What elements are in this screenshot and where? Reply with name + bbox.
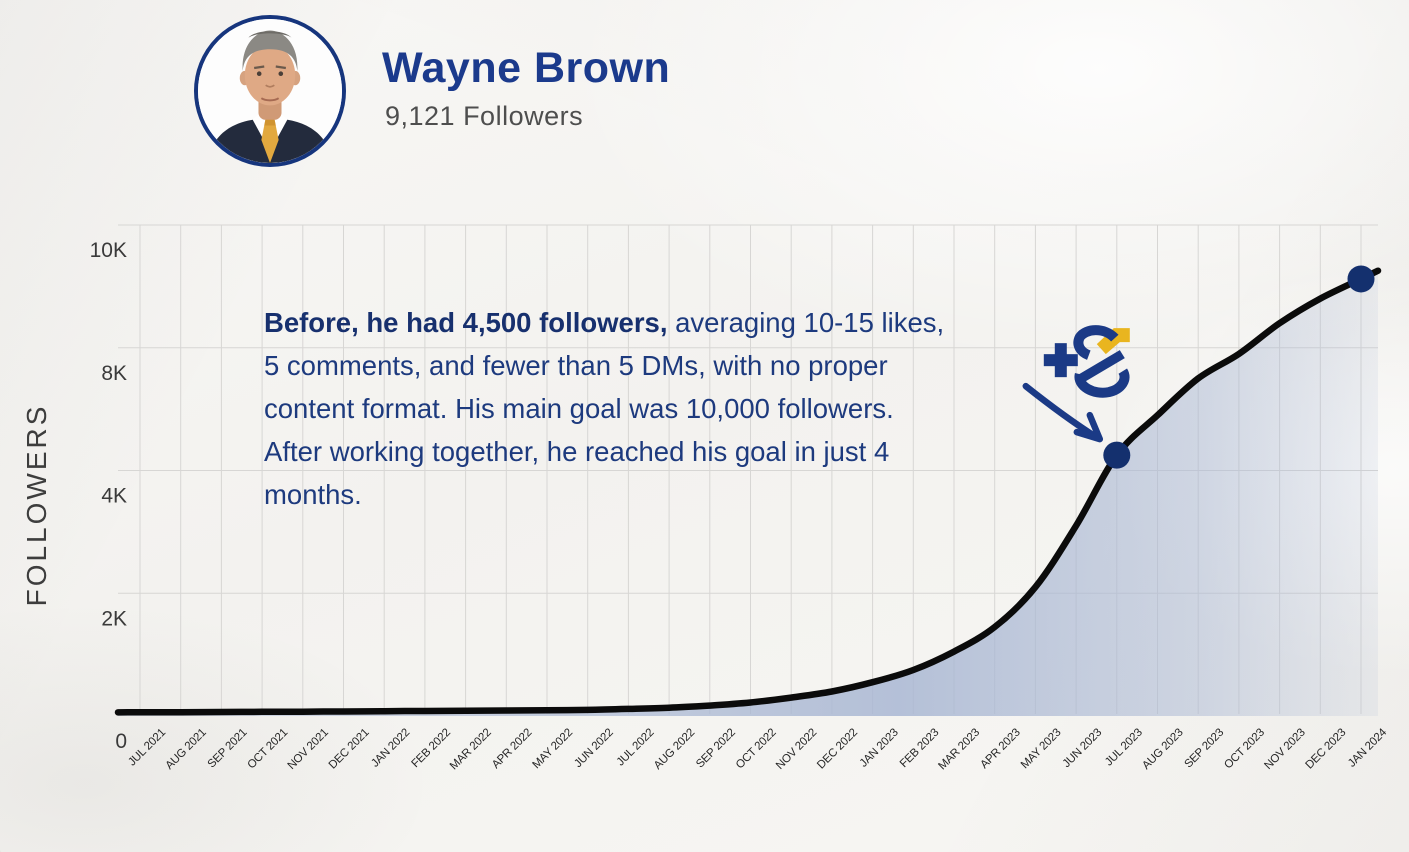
x-tick-label: OCT 2022 (734, 727, 779, 772)
x-tick-label: JUL 2023 (1103, 727, 1145, 769)
x-tick-label: DEC 2023 (1304, 727, 1349, 772)
x-tick-label: SEP 2023 (1182, 727, 1226, 771)
x-tick-label: MAY 2022 (531, 727, 576, 772)
annotation-arrow-icon (1022, 382, 1104, 443)
followers-growth-line (114, 267, 1382, 716)
x-tick-label: AUG 2021 (163, 727, 208, 772)
y-tick-label: 8K (101, 362, 127, 385)
x-tick-label: JAN 2023 (858, 727, 901, 770)
x-tick-label: AUG 2023 (1140, 727, 1185, 772)
y-tick-label: 0 (115, 730, 127, 753)
annotation-line: After working together, he reached his g… (264, 436, 890, 467)
profile-name: Wayne Brown (382, 44, 671, 92)
x-tick-label: NOV 2021 (286, 727, 331, 772)
annotation-text: Before, he had 4,500 followers, averagin… (264, 301, 1064, 516)
goal-reached-dot (1347, 265, 1375, 293)
plus-s-brand-logo-icon (1043, 325, 1130, 398)
x-tick-label: JUN 2023 (1061, 727, 1105, 771)
x-tick-label: JAN 2024 (1346, 726, 1390, 770)
annotation-line: Before, he had 4,500 followers, averagin… (264, 307, 945, 338)
x-tick-label: JUN 2022 (572, 727, 616, 771)
x-tick-label: FEB 2022 (410, 727, 454, 771)
x-tick-label: JAN 2022 (369, 727, 412, 770)
x-tick-label: FEB 2023 (898, 727, 942, 771)
y-axis-tick-labels: 0 2K 4K 8K 10K (90, 239, 127, 753)
x-tick-label: OCT 2021 (245, 727, 290, 772)
x-tick-label: DEC 2022 (815, 727, 860, 772)
x-tick-label: MAR 2022 (448, 727, 494, 773)
avatar-portrait-illustration (198, 19, 342, 163)
annotation-line: months. (264, 479, 362, 510)
grid-lines (118, 224, 1378, 714)
x-tick-label: DEC 2021 (327, 727, 372, 772)
y-tick-label: 4K (101, 485, 127, 508)
profile-followers-count: 9,121 Followers (385, 101, 584, 131)
x-tick-label: APR 2023 (978, 727, 1022, 771)
milestone-dot (1103, 441, 1131, 469)
x-tick-label: JUL 2022 (615, 727, 657, 769)
x-tick-label: MAY 2023 (1019, 727, 1064, 772)
x-tick-label: SEP 2022 (694, 727, 738, 771)
x-tick-label: NOV 2022 (774, 727, 819, 772)
x-tick-label: NOV 2023 (1262, 727, 1307, 772)
x-tick-label: AUG 2022 (652, 727, 697, 772)
annotation-line: 5 comments, and fewer than 5 DMs, with n… (264, 350, 888, 381)
x-tick-label: JUL 2021 (126, 727, 168, 769)
y-tick-label: 10K (90, 239, 127, 262)
y-axis-title: FOLLOWERS (21, 404, 52, 607)
x-tick-label: APR 2022 (490, 727, 534, 771)
annotation-line: content format. His main goal was 10,000… (264, 393, 894, 424)
y-tick-label: 2K (101, 607, 127, 630)
avatar (194, 15, 346, 167)
x-tick-label: MAR 2023 (936, 727, 982, 773)
x-tick-label: OCT 2023 (1222, 727, 1267, 772)
x-tick-label: SEP 2021 (206, 727, 250, 771)
followers-area-fill (118, 270, 1378, 716)
